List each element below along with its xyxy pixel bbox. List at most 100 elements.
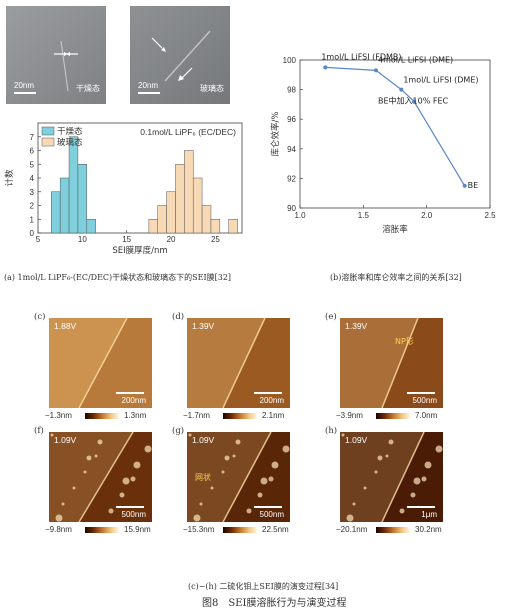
y-tick-label: 4	[30, 174, 35, 183]
y-tick-label: 100	[283, 56, 297, 65]
x-tick-label: 2.0	[421, 211, 433, 220]
y-tick-label: 2	[30, 202, 35, 211]
y-tick-label: 90	[287, 204, 296, 213]
histogram-bar	[157, 205, 167, 234]
x-tick-label: 2.5	[484, 211, 496, 220]
colorbar-min-label: −20.1nm	[336, 525, 368, 534]
state-label: 玻璃态	[200, 84, 224, 93]
voltage-label: 1.09V	[192, 435, 215, 445]
panel-tag: (d)	[172, 312, 185, 322]
voltage-label: 1.88V	[54, 321, 77, 331]
colorbar-min-label: −9.8nm	[45, 525, 72, 534]
scale-label: 500nm	[121, 510, 146, 519]
scale-label: 20nm	[14, 81, 35, 90]
y-tick-label: 92	[287, 174, 296, 183]
afm-image: 1.09V 1μm	[340, 432, 443, 522]
histogram-bar	[166, 191, 176, 234]
arrow-head-icon	[178, 75, 184, 81]
voltage-label: 1.09V	[345, 435, 368, 445]
y-tick-label: 7	[30, 133, 35, 142]
scale-bar	[254, 392, 282, 394]
histogram-bar	[51, 191, 61, 234]
scale-label: 1μm	[421, 510, 437, 519]
y-tick-label: 94	[287, 145, 296, 154]
sem-image-dry: 20nm 干燥态	[6, 6, 106, 104]
voltage-label: 1.39V	[345, 321, 368, 331]
scale-bar	[116, 506, 144, 508]
histogram-bar	[77, 164, 88, 234]
caption-b: (b)溶胀率和库仑效率之间的关系[32]	[330, 273, 462, 282]
legend-swatch	[41, 137, 55, 147]
scale-bar	[407, 392, 435, 394]
sem-image-glassy: 20nm 玻璃态	[130, 6, 230, 104]
data-point	[412, 99, 416, 104]
voltage-label: 1.39V	[192, 321, 215, 331]
point-label: BE中加入10% FEC	[378, 95, 449, 105]
data-point	[399, 87, 404, 92]
legend-label: 玻璃态	[57, 137, 83, 148]
legend-label: 干燥态	[57, 126, 83, 137]
afm-image: 1.09V 500nm 网状	[187, 432, 290, 522]
histogram-bar	[148, 219, 158, 234]
figure-caption: 图8 SEI膜溶胀行为与演变过程	[202, 598, 347, 609]
data-point	[323, 65, 328, 70]
point-label: 4mol/L LiFSI (DME)	[378, 55, 453, 64]
y-tick-label: 1	[30, 215, 35, 224]
x-tick-label: 10	[78, 235, 87, 244]
y-tick-label: 3	[30, 188, 35, 197]
arrow-icon	[151, 37, 163, 49]
state-label: 干燥态	[76, 84, 100, 93]
x-tick-label: 1.0	[294, 211, 306, 220]
scale-bar	[254, 506, 282, 508]
caption-a: (a) 1mol/L LiPF₆-(EC/DEC)干燥状态和玻璃态下的SEI膜[…	[4, 273, 232, 282]
afm-image: 1.39V 500nm NP形	[340, 318, 443, 408]
colorbar	[85, 413, 119, 419]
colorbar-min-label: −1.7nm	[183, 411, 210, 420]
y-tick-label: 98	[287, 86, 296, 95]
histogram-bar	[86, 219, 96, 234]
scale-label: 200nm	[121, 396, 146, 405]
colorbar	[376, 527, 410, 533]
afm-texture	[187, 318, 290, 408]
caption-c-h: (c)~(h) 二硫化钼上SEI膜的演变过程[34]	[188, 582, 339, 591]
arrow-head-icon	[161, 47, 166, 52]
chart-annotation: 0.1mol/L LiPF₆ (EC/DEC)	[140, 127, 236, 137]
colorbar	[223, 527, 257, 533]
colorbar	[223, 413, 257, 419]
sem-texture-glassy	[130, 6, 230, 104]
legend-swatch	[41, 126, 55, 136]
colorbar-min-label: −1.3nm	[45, 411, 72, 420]
y-tick-label: 6	[30, 147, 35, 156]
afm-image: 1.39V 200nm	[187, 318, 290, 408]
afm-image: 1.88V 200nm	[49, 318, 152, 408]
colorbar-max-label: 1.3nm	[124, 411, 147, 420]
scale-bar	[138, 92, 160, 94]
colorbar-min-label: −15.3nm	[183, 525, 215, 534]
plot-frame	[299, 59, 491, 209]
voltage-label: 1.09V	[54, 435, 77, 445]
swelling-ce-chart: 1.0 1.5 2.0 2.5 90 92 94 96 98 100 1mol/L LiFSI (F…	[270, 52, 496, 235]
x-tick-label: 25	[211, 235, 220, 244]
point-label: 1mol/L LiFSI (DME)	[403, 76, 478, 85]
x-axis-title: 溶胀率	[382, 224, 408, 235]
afm-texture	[49, 318, 152, 408]
afm-texture	[340, 318, 443, 408]
colorbar-max-label: 22.5nm	[262, 525, 289, 534]
y-tick-label: 96	[287, 115, 296, 124]
scale-label: 200nm	[259, 396, 284, 405]
afm-image: 1.09V 500nm	[49, 432, 152, 522]
colorbar-max-label: 30.2nm	[415, 525, 442, 534]
scale-label: 500nm	[259, 510, 284, 519]
histogram-bar	[201, 205, 212, 234]
x-tick-label: 15	[122, 235, 131, 244]
annotation-label: 网状	[195, 473, 211, 482]
afm-texture	[49, 432, 152, 522]
histogram-bar	[68, 136, 79, 234]
x-tick-label: 20	[167, 235, 176, 244]
y-tick-label: 5	[30, 160, 35, 169]
x-axis-title: SEI膜厚度/nm	[112, 245, 167, 255]
histogram-bar	[184, 150, 194, 234]
point-label: BE	[468, 181, 479, 190]
arrow-icon	[181, 67, 193, 79]
